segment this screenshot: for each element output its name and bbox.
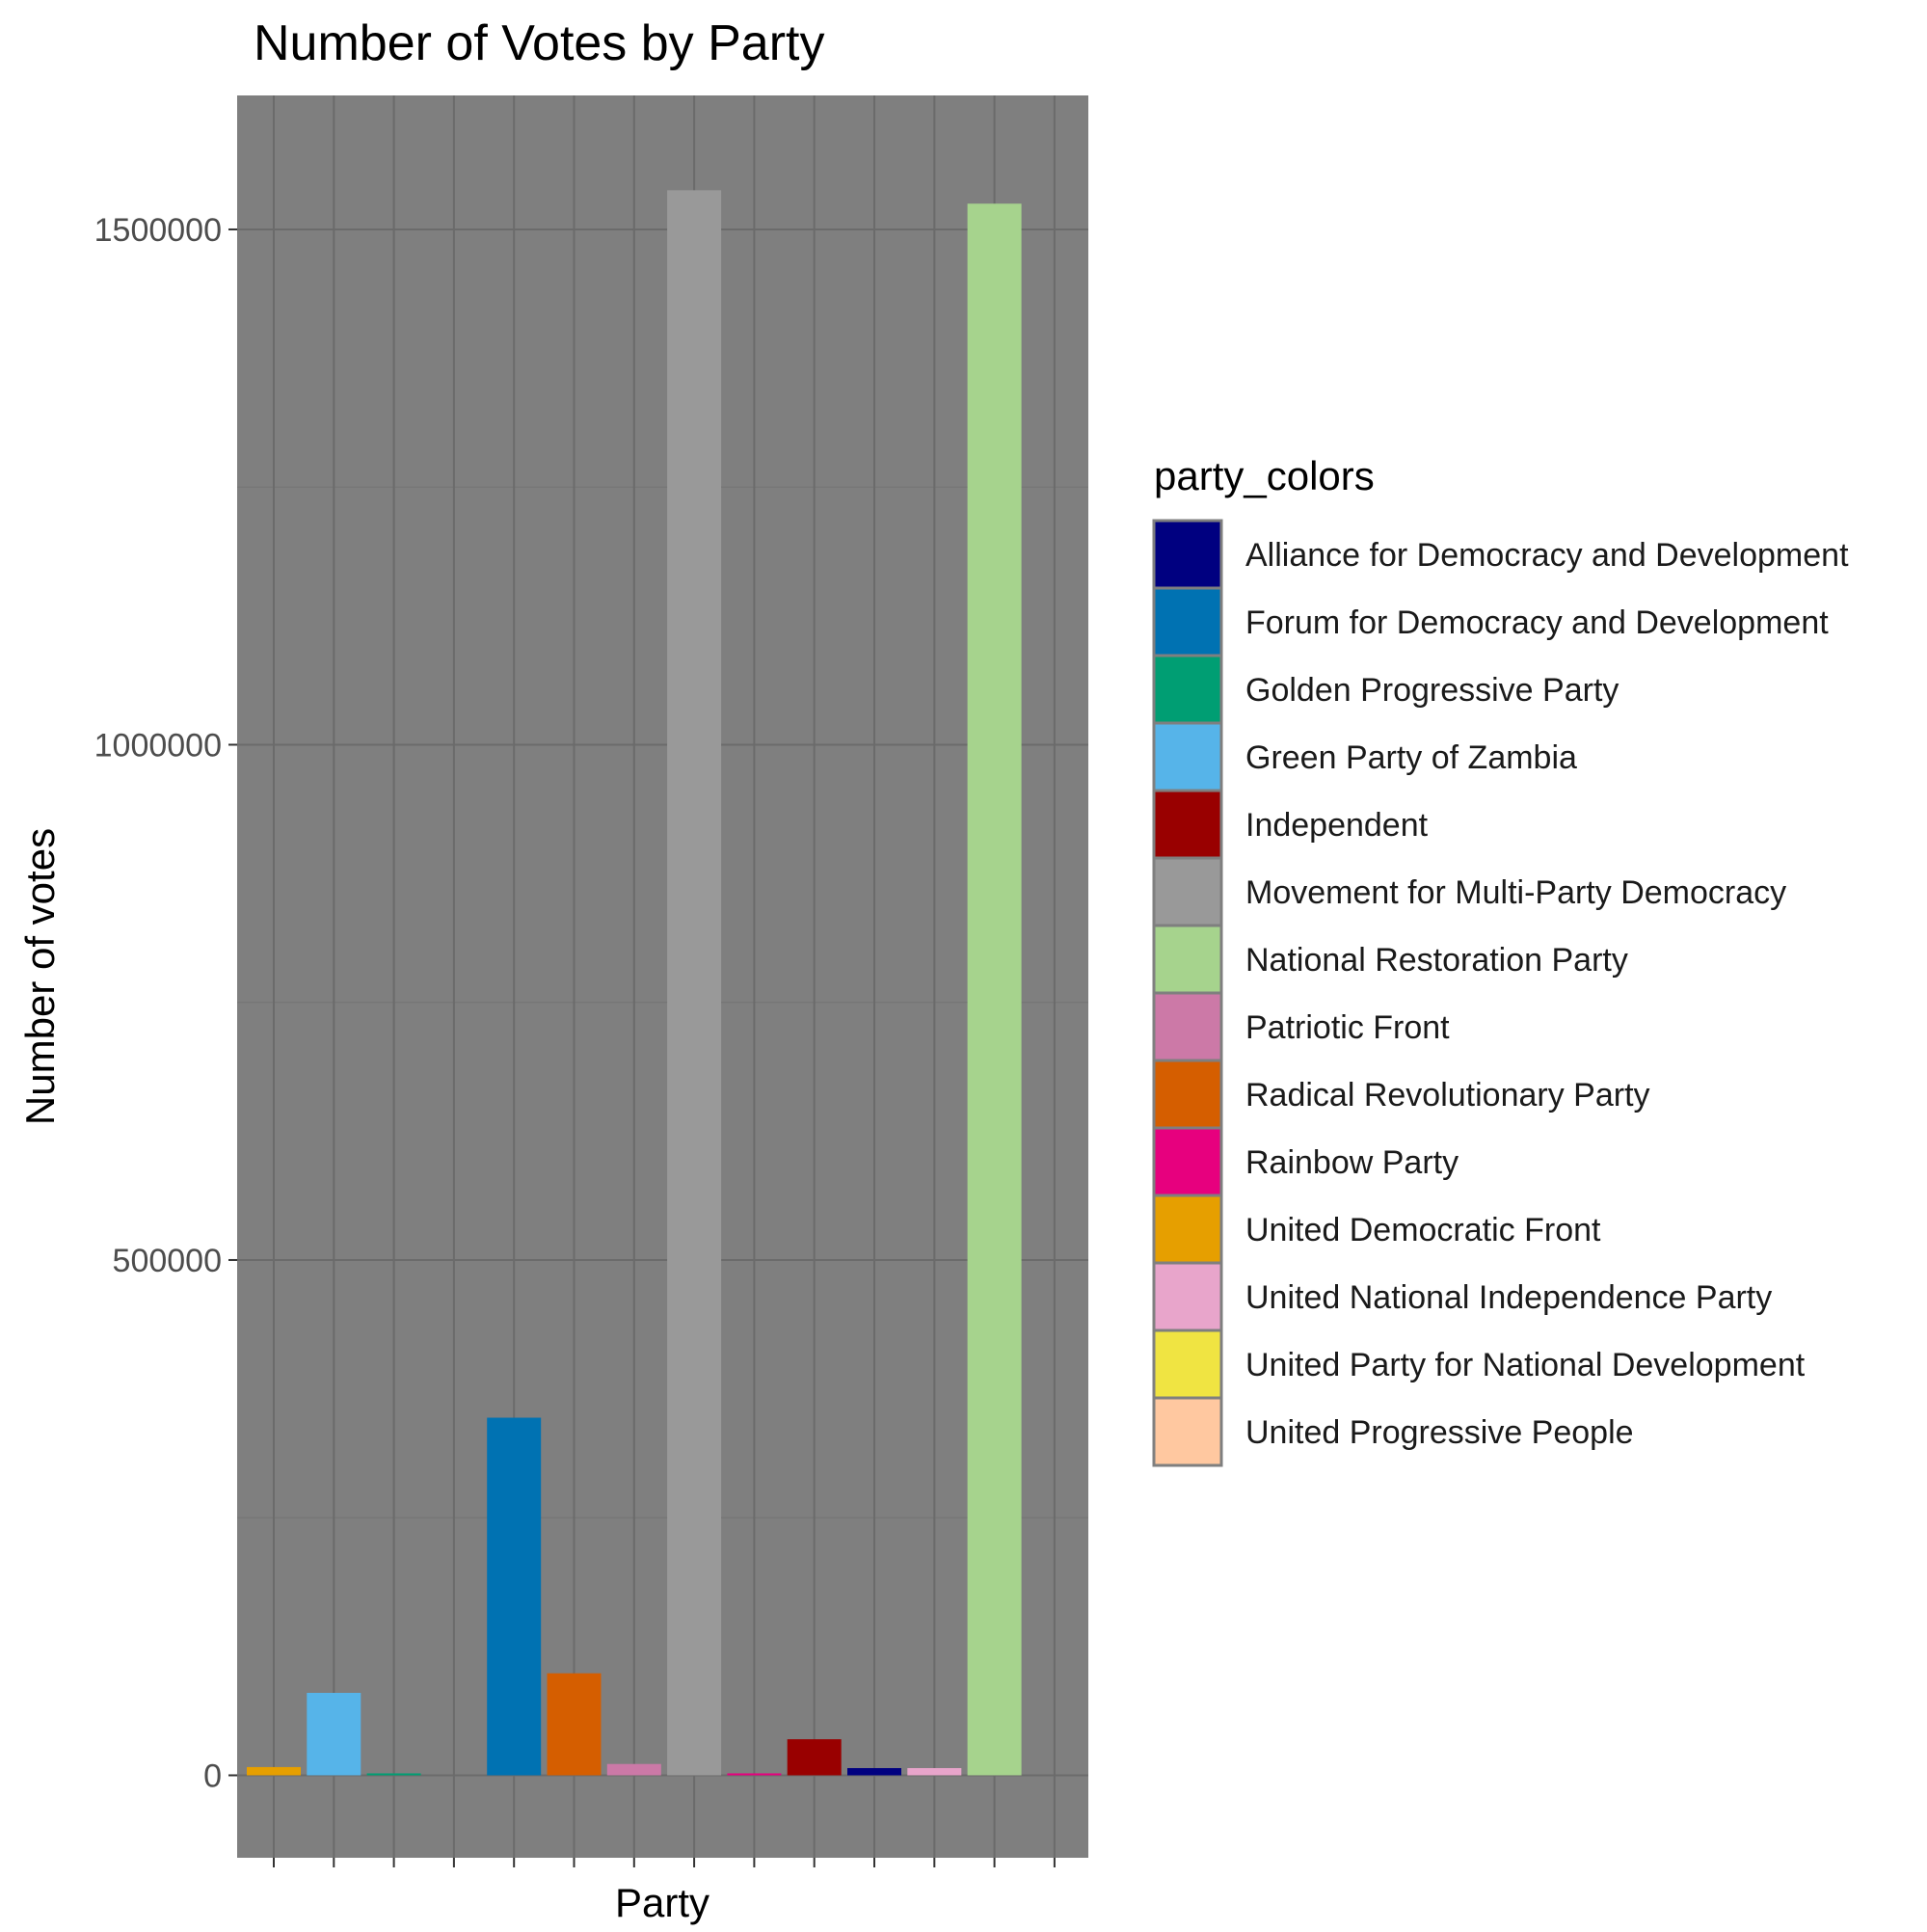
bar-alliance-for-democracy-and-development bbox=[847, 1767, 901, 1776]
bar-united-democratic-front bbox=[247, 1766, 301, 1776]
chart-title: Number of Votes by Party bbox=[254, 15, 825, 71]
y-axis-title: Number of votes bbox=[17, 828, 63, 1125]
legend: party_colors Alliance for Democracy and … bbox=[1152, 453, 1849, 1467]
legend-label: Patriotic Front bbox=[1245, 1009, 1450, 1046]
legend-key-united-progressive-people bbox=[1152, 1396, 1223, 1467]
bar-united-national-independence-party bbox=[907, 1767, 962, 1776]
legend-label: United Progressive People bbox=[1245, 1414, 1634, 1451]
legend-label: Forum for Democracy and Development bbox=[1245, 604, 1829, 641]
legend-label: United Party for National Development bbox=[1245, 1347, 1806, 1383]
legend-label: United Democratic Front bbox=[1245, 1212, 1601, 1248]
bar-patriotic-front bbox=[606, 1763, 661, 1776]
legend-label: Golden Progressive Party bbox=[1245, 672, 1619, 709]
legend-label: Independent bbox=[1245, 807, 1429, 844]
bar-green-party-of-zambia bbox=[307, 1692, 361, 1776]
legend-label: Rainbow Party bbox=[1245, 1144, 1459, 1181]
x-axis-title: Party bbox=[615, 1880, 709, 1925]
y-tick-label: 1500000 bbox=[94, 212, 222, 249]
bar-rainbow-party bbox=[727, 1773, 782, 1776]
legend-key-golden-progressive-party bbox=[1152, 654, 1223, 725]
legend-key-green-party-of-zambia bbox=[1152, 721, 1223, 792]
legend-label: National Restoration Party bbox=[1245, 942, 1628, 979]
legend-key-movement-for-multi-party-democracy bbox=[1152, 856, 1223, 927]
legend-label: Radical Revolutionary Party bbox=[1245, 1077, 1650, 1114]
legend-label: Movement for Multi-Party Democracy bbox=[1245, 874, 1786, 911]
legend-title: party_colors bbox=[1154, 453, 1375, 498]
legend-key-forum-for-democracy-and-development bbox=[1152, 586, 1223, 657]
legend-key-united-national-independence-party bbox=[1152, 1261, 1223, 1332]
plot-panel bbox=[237, 95, 1088, 1858]
legend-label: Green Party of Zambia bbox=[1245, 739, 1577, 776]
legend-items: Alliance for Democracy and Development Fo… bbox=[1152, 519, 1849, 1467]
bar-golden-progressive-party bbox=[366, 1773, 421, 1776]
legend-key-independent bbox=[1152, 789, 1223, 860]
bar-movement-for-multi-party-democracy bbox=[667, 190, 722, 1776]
y-tick-label: 1000000 bbox=[94, 727, 222, 764]
legend-key-alliance-for-democracy-and-development bbox=[1152, 519, 1223, 590]
legend-label: United National Independence Party bbox=[1245, 1279, 1772, 1316]
y-axis: 0 500000 1000000 1500000 bbox=[94, 212, 237, 1794]
y-tick-label: 0 bbox=[203, 1758, 222, 1794]
y-tick-label: 500000 bbox=[113, 1243, 222, 1279]
bar-radical-revolutionary-party bbox=[547, 1673, 602, 1776]
bar-national-restoration-party bbox=[967, 203, 1022, 1776]
grid-lines bbox=[237, 95, 1088, 1858]
legend-label: Alliance for Democracy and Development bbox=[1245, 537, 1849, 574]
bars bbox=[247, 190, 1022, 1776]
legend-key-patriotic-front bbox=[1152, 991, 1223, 1062]
bar-forum-for-democracy-and-development bbox=[487, 1417, 542, 1776]
legend-key-united-democratic-front bbox=[1152, 1194, 1223, 1265]
bar-independent bbox=[787, 1739, 842, 1776]
legend-key-rainbow-party bbox=[1152, 1126, 1223, 1197]
legend-key-radical-revolutionary-party bbox=[1152, 1059, 1223, 1130]
x-axis bbox=[273, 1858, 1056, 1867]
legend-key-national-restoration-party bbox=[1152, 924, 1223, 995]
legend-key-united-party-for-national-development bbox=[1152, 1328, 1223, 1400]
